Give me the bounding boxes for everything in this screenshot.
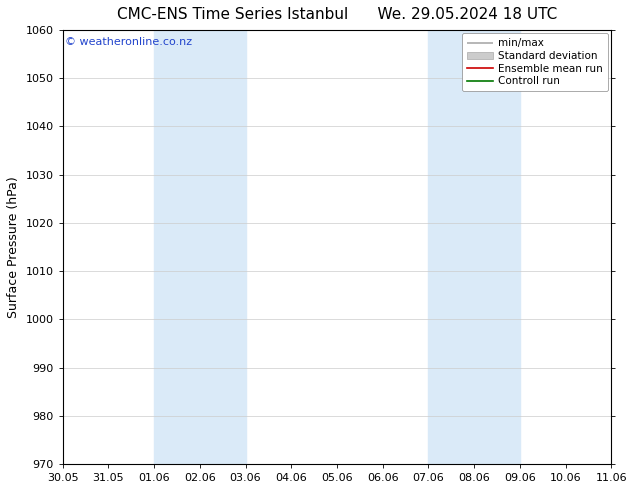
Y-axis label: Surface Pressure (hPa): Surface Pressure (hPa) xyxy=(7,176,20,318)
Text: © weatheronline.co.nz: © weatheronline.co.nz xyxy=(65,37,193,47)
Bar xyxy=(154,30,245,464)
Title: CMC-ENS Time Series Istanbul      We. 29.05.2024 18 UTC: CMC-ENS Time Series Istanbul We. 29.05.2… xyxy=(117,7,557,22)
Bar xyxy=(429,30,520,464)
Legend: min/max, Standard deviation, Ensemble mean run, Controll run: min/max, Standard deviation, Ensemble me… xyxy=(462,33,608,92)
